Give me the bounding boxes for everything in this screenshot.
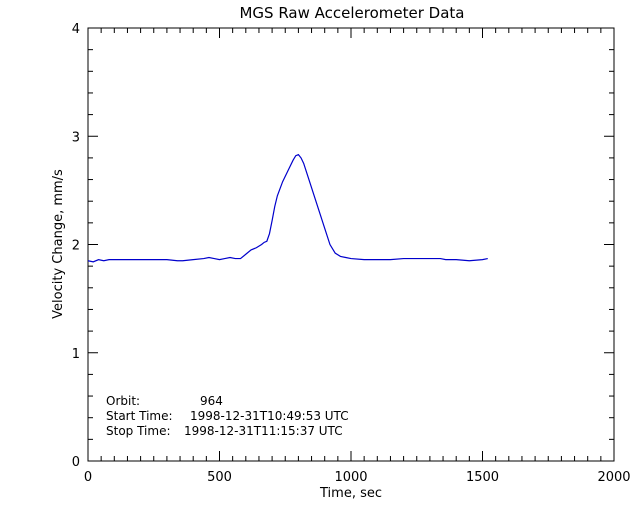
x-tick-label: 1500 xyxy=(466,470,499,485)
start-time-label: Start Time: xyxy=(106,409,173,423)
y-tick-label: 1 xyxy=(72,347,80,362)
orbit-value: 964 xyxy=(200,394,223,408)
x-tick-label: 500 xyxy=(207,470,232,485)
info-annotations: Orbit: 964 Start Time: 1998-12-31T10:49:… xyxy=(106,394,349,438)
plot-border xyxy=(87,27,615,462)
y-tick-label: 0 xyxy=(72,455,80,470)
x-tick-label: 0 xyxy=(84,470,92,485)
start-time-value: 1998-12-31T10:49:53 UTC xyxy=(190,409,349,423)
chart-title: MGS Raw Accelerometer Data xyxy=(239,4,464,22)
x-axis: 0 500 1000 1500 2000 xyxy=(84,28,631,485)
y-axis-label: Velocity Change, mm/s xyxy=(51,169,66,319)
x-tick-label: 2000 xyxy=(597,470,630,485)
x-axis-label: Time, sec xyxy=(319,486,382,501)
orbit-label: Orbit: xyxy=(106,394,140,408)
y-axis: 0 1 2 3 4 xyxy=(72,22,614,470)
series-line xyxy=(87,153,488,263)
y-tick-label: 4 xyxy=(72,22,80,37)
y-tick-label: 2 xyxy=(72,239,80,254)
stop-time-value: 1998-12-31T11:15:37 UTC xyxy=(184,424,343,438)
y-tick-label: 3 xyxy=(72,130,80,145)
x-tick-label: 1000 xyxy=(334,470,367,485)
plot-frame xyxy=(87,27,615,462)
stop-time-label: Stop Time: xyxy=(106,424,171,438)
